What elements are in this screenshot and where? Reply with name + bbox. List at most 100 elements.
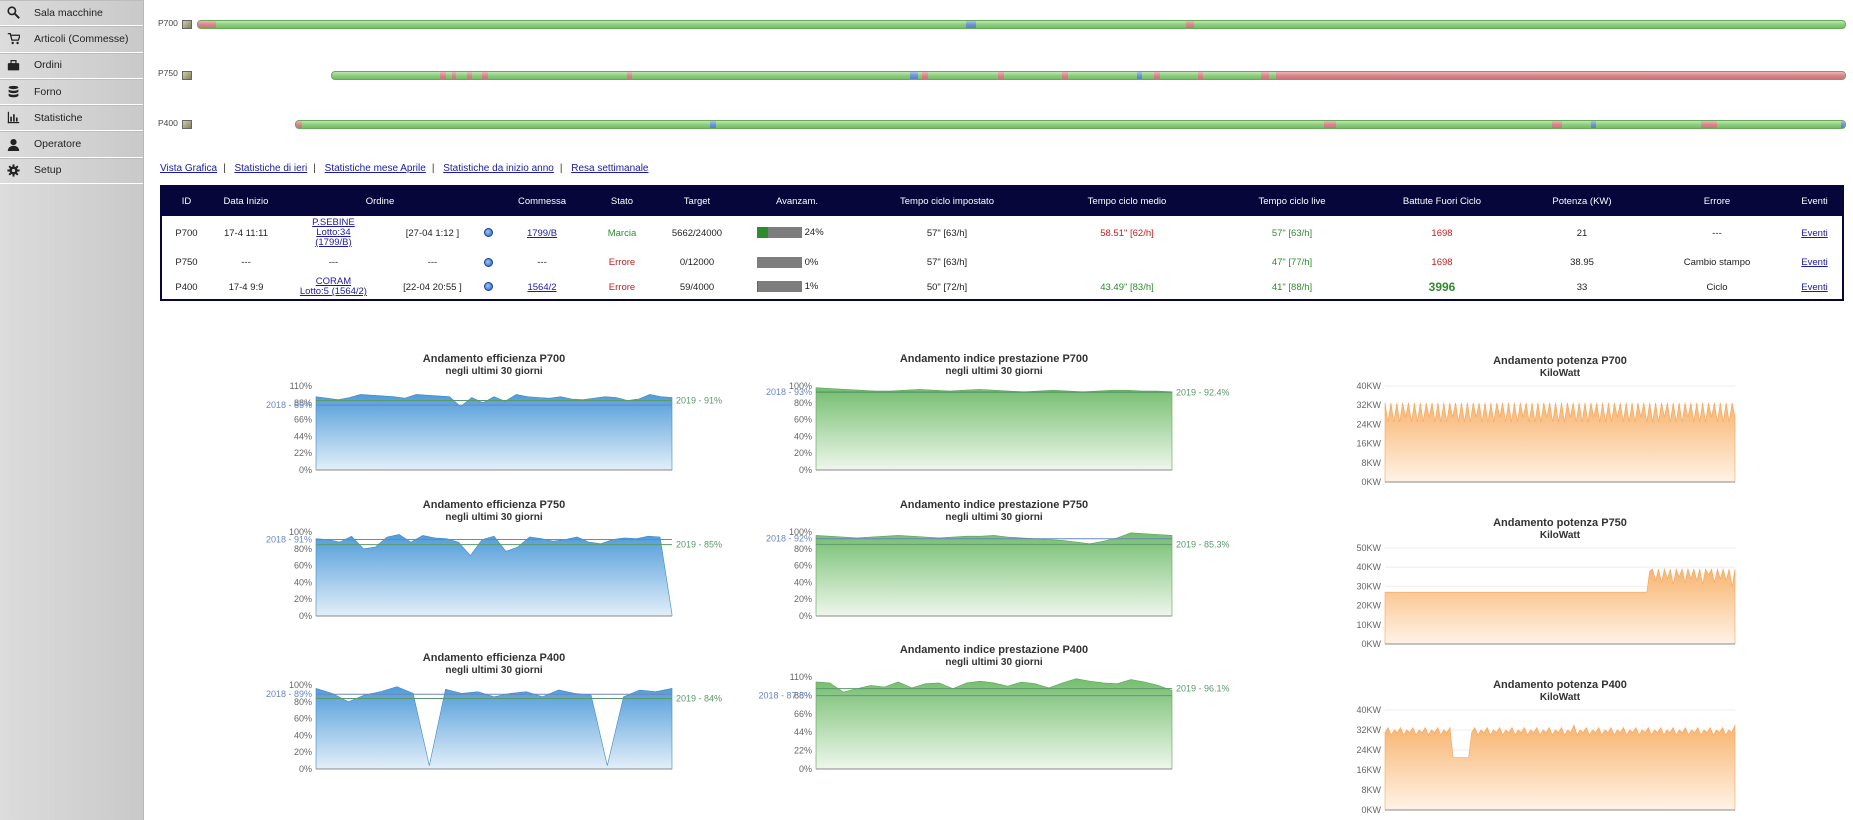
cell-ciclo-medio: [1037, 250, 1217, 275]
clock-icon[interactable]: [483, 282, 493, 292]
table-row: P400 17-4 9:9 CORAM Lotto:5 (1564/2) [22-…: [161, 275, 1843, 300]
link-statistiche-anno[interactable]: Statistiche da inizio anno: [443, 163, 554, 174]
chart-ref-label-2019: 2019 - 85.3%: [1176, 539, 1230, 549]
col-ciclo-impostato: Tempo ciclo impostato: [900, 196, 994, 207]
chart-ref-label-2018: 2018 - 92%: [766, 534, 812, 544]
timeline-bar-p700[interactable]: [197, 20, 1846, 29]
commessa-link[interactable]: 1564/2: [527, 281, 557, 293]
col-target: Target: [683, 196, 711, 207]
machine-status-table: ID Data Inizio Ordine Commessa Stato Tar…: [160, 185, 1844, 301]
order-link[interactable]: P.SEBINE Lotto:34 (1799/B): [312, 217, 355, 248]
sidebar-item-forno[interactable]: Forno: [0, 79, 143, 106]
timeline-bar-p400[interactable]: [295, 120, 1846, 129]
cell-potenza: 33: [1576, 281, 1588, 293]
chart-tick-label: 40KW: [1356, 562, 1381, 572]
cell-battute: 1698: [1431, 227, 1453, 239]
timeline-segment-error: [452, 72, 456, 79]
link-vista-grafica[interactable]: Vista Grafica: [160, 163, 218, 174]
chart-tick-label: 20%: [794, 448, 812, 458]
clock-icon[interactable]: [483, 228, 493, 238]
chart-tick-label: 88%: [794, 690, 812, 700]
chart-tick-label: 80%: [294, 697, 312, 707]
chart-tick-label: 0%: [299, 764, 312, 774]
machine-cube-icon: [182, 20, 192, 29]
chart-area-series: [1384, 724, 1736, 811]
chart-title: Andamento indice prestazione P400: [900, 644, 1088, 656]
chart-area-series: [315, 686, 673, 770]
user-icon: [6, 137, 20, 151]
order-ref: (1799/B): [315, 236, 352, 248]
sidebar-item-statistiche[interactable]: Statistiche: [0, 105, 143, 132]
chart-tick-label: 16KW: [1356, 439, 1381, 449]
clock-icon[interactable]: [483, 257, 493, 267]
col-potenza: Potenza (KW): [1552, 196, 1612, 207]
cell-data-inizio: 17-4 9:9: [228, 281, 264, 293]
chart-subtitle: KiloWatt: [1540, 530, 1581, 541]
chart-tick-label: 0%: [799, 465, 812, 475]
timeline-segment-error: [1154, 72, 1160, 79]
progress-label: 0%: [804, 257, 819, 268]
eventi-link[interactable]: Eventi: [1801, 227, 1828, 239]
sidebar-item-operatore[interactable]: Operatore: [0, 131, 143, 158]
cell-ciclo-live: 57" [63/h]: [1271, 227, 1313, 239]
timeline-bar-p750[interactable]: [331, 71, 1846, 80]
link-statistiche-ieri[interactable]: Statistiche di ieri: [234, 163, 308, 174]
commessa-link[interactable]: 1799/B: [526, 227, 558, 239]
chart-tick-label: 20%: [294, 747, 312, 757]
chart-tick-label: 100%: [289, 680, 312, 690]
chart-subtitle: KiloWatt: [1540, 692, 1581, 703]
sidebar-item-label: Statistiche: [34, 111, 83, 124]
timeline-segment-error: [627, 72, 632, 79]
chart-ref-label-2019: 2019 - 84%: [676, 693, 722, 703]
chart-title: Andamento efficienza P750: [423, 499, 565, 511]
chart-tick-label: 100%: [789, 381, 812, 391]
chart-tick-label: 0KW: [1361, 477, 1381, 487]
col-avanzam: Avanzam.: [775, 196, 819, 207]
sidebar-item-ordini[interactable]: Ordini: [0, 53, 143, 79]
chart-tick-label: 16KW: [1356, 765, 1381, 775]
eventi-link[interactable]: Eventi: [1801, 257, 1828, 268]
col-data-inizio: Data Inizio: [223, 196, 269, 207]
bar-chart-icon: [6, 111, 20, 125]
sidebar-item-sala-macchine[interactable]: Sala macchine: [0, 0, 143, 27]
col-errore: Errore: [1703, 196, 1731, 207]
chart-tick-label: 66%: [794, 709, 812, 719]
order-link[interactable]: CORAM Lotto:5 (1564/2): [300, 276, 367, 297]
chart-subtitle: negli ultimi 30 giorni: [945, 366, 1042, 377]
timeline-segment-error: [1062, 72, 1068, 79]
progress-bar: [757, 227, 802, 239]
chart-title: Andamento potenza P750: [1493, 517, 1627, 529]
sidebar-item-articoli[interactable]: Articoli (Commesse): [0, 26, 143, 53]
order-customer: P.SEBINE: [312, 217, 355, 229]
link-resa-settimanale[interactable]: Resa settimanale: [571, 163, 649, 174]
timeline-segment-error: [922, 72, 928, 79]
chart-tick-label: 40%: [294, 577, 312, 587]
chart-ref-label-2018: 2018 - 85%: [266, 400, 312, 410]
timeline-segment-setup: [1591, 121, 1596, 128]
chart-tick-label: 100%: [289, 527, 312, 537]
chart-tick-label: 0%: [299, 611, 312, 621]
eventi-link[interactable]: Eventi: [1801, 281, 1828, 293]
sidebar-item-label: Sala macchine: [34, 6, 103, 19]
cell-data-inizio: ---: [241, 257, 251, 268]
cell-stato: Marcia: [607, 227, 637, 239]
cart-icon: [6, 32, 20, 46]
cell-target: 5662/24000: [671, 227, 723, 239]
timeline-segment-error: [1324, 121, 1336, 128]
chart-tick-label: 40KW: [1356, 705, 1381, 715]
sidebar-item-setup[interactable]: Setup: [0, 158, 143, 185]
col-id: ID: [181, 196, 192, 207]
chart-tick-label: 88%: [294, 398, 312, 408]
chart-ref-label-2019: 2019 - 96.1%: [1176, 684, 1230, 694]
link-statistiche-mese[interactable]: Statistiche mese Aprile: [324, 163, 426, 174]
chart-title: Andamento efficienza P400: [423, 652, 565, 664]
chart-tick-label: 66%: [294, 415, 312, 425]
col-ciclo-live: Tempo ciclo live: [1258, 196, 1326, 207]
progress-label: 24%: [804, 227, 824, 239]
timeline-segment-setup: [1137, 72, 1142, 79]
chart-tick-label: 0KW: [1361, 639, 1381, 649]
chart-subtitle: negli ultimi 30 giorni: [445, 366, 542, 377]
timeline-label-p400: P400: [158, 118, 178, 128]
